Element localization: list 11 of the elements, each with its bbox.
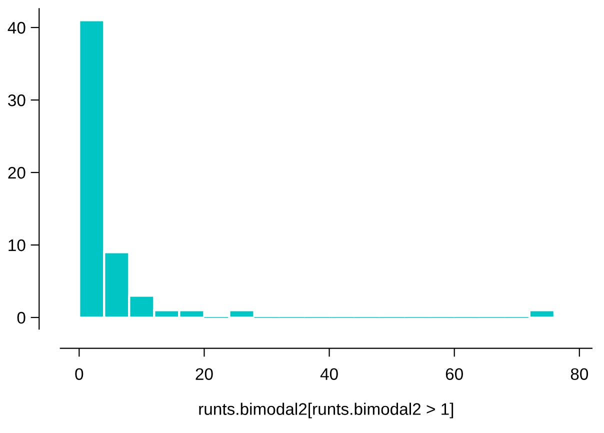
x-tick-label: 20 — [196, 368, 213, 380]
x-tick-label: 60 — [446, 368, 463, 380]
x-tick-label: 40 — [320, 368, 338, 380]
x-tick-label: 80 — [570, 368, 588, 380]
y-tick-label: 20 — [8, 166, 26, 179]
y-tick-label: 0 — [17, 312, 26, 324]
x-axis-title: runts.bimodal2[runts.bimodal2 > 1] — [199, 402, 454, 418]
x-tick-label: 0 — [75, 368, 84, 380]
y-tick-label: 40 — [8, 22, 26, 34]
y-tick-label: 10 — [8, 239, 26, 252]
y-tick-label: 30 — [8, 94, 26, 106]
